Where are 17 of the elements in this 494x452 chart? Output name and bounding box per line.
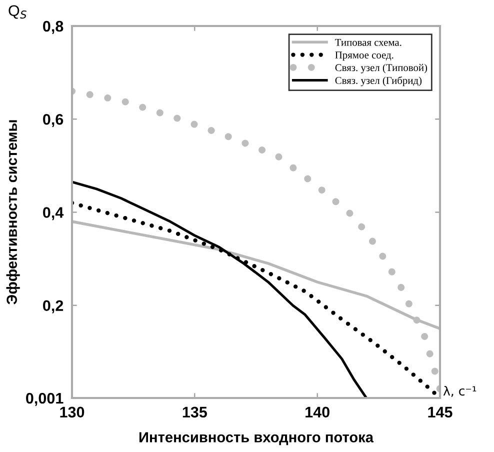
y-axis-title: Эффективность системы [6,120,20,304]
legend-label: Связ. узел (Типовой) [335,64,428,74]
y-tick-label: 0,8 [43,20,64,34]
x-axis-title: Интенсивность входного потока [139,432,374,446]
legend-label: Связ. узел (Гибрид) [335,76,422,86]
y-tick-label: 0,4 [43,207,64,220]
y-tick-label: 0,6 [43,114,64,128]
legend-label: Прямое соед. [335,52,394,61]
y-tick-label: 0,001 [26,392,64,406]
y-tick-label: 0,2 [43,300,64,314]
text: Q$_{S}$ [8,5,26,19]
text: λ, с⁻¹ [443,386,476,397]
legend-label: Типовая схема. [335,38,402,46]
x-tick-label: 145 [428,406,452,418]
x-tick-label: 135 [182,406,207,418]
x-tick-label: 130 [60,406,84,418]
x-tick-label: 140 [306,406,330,418]
